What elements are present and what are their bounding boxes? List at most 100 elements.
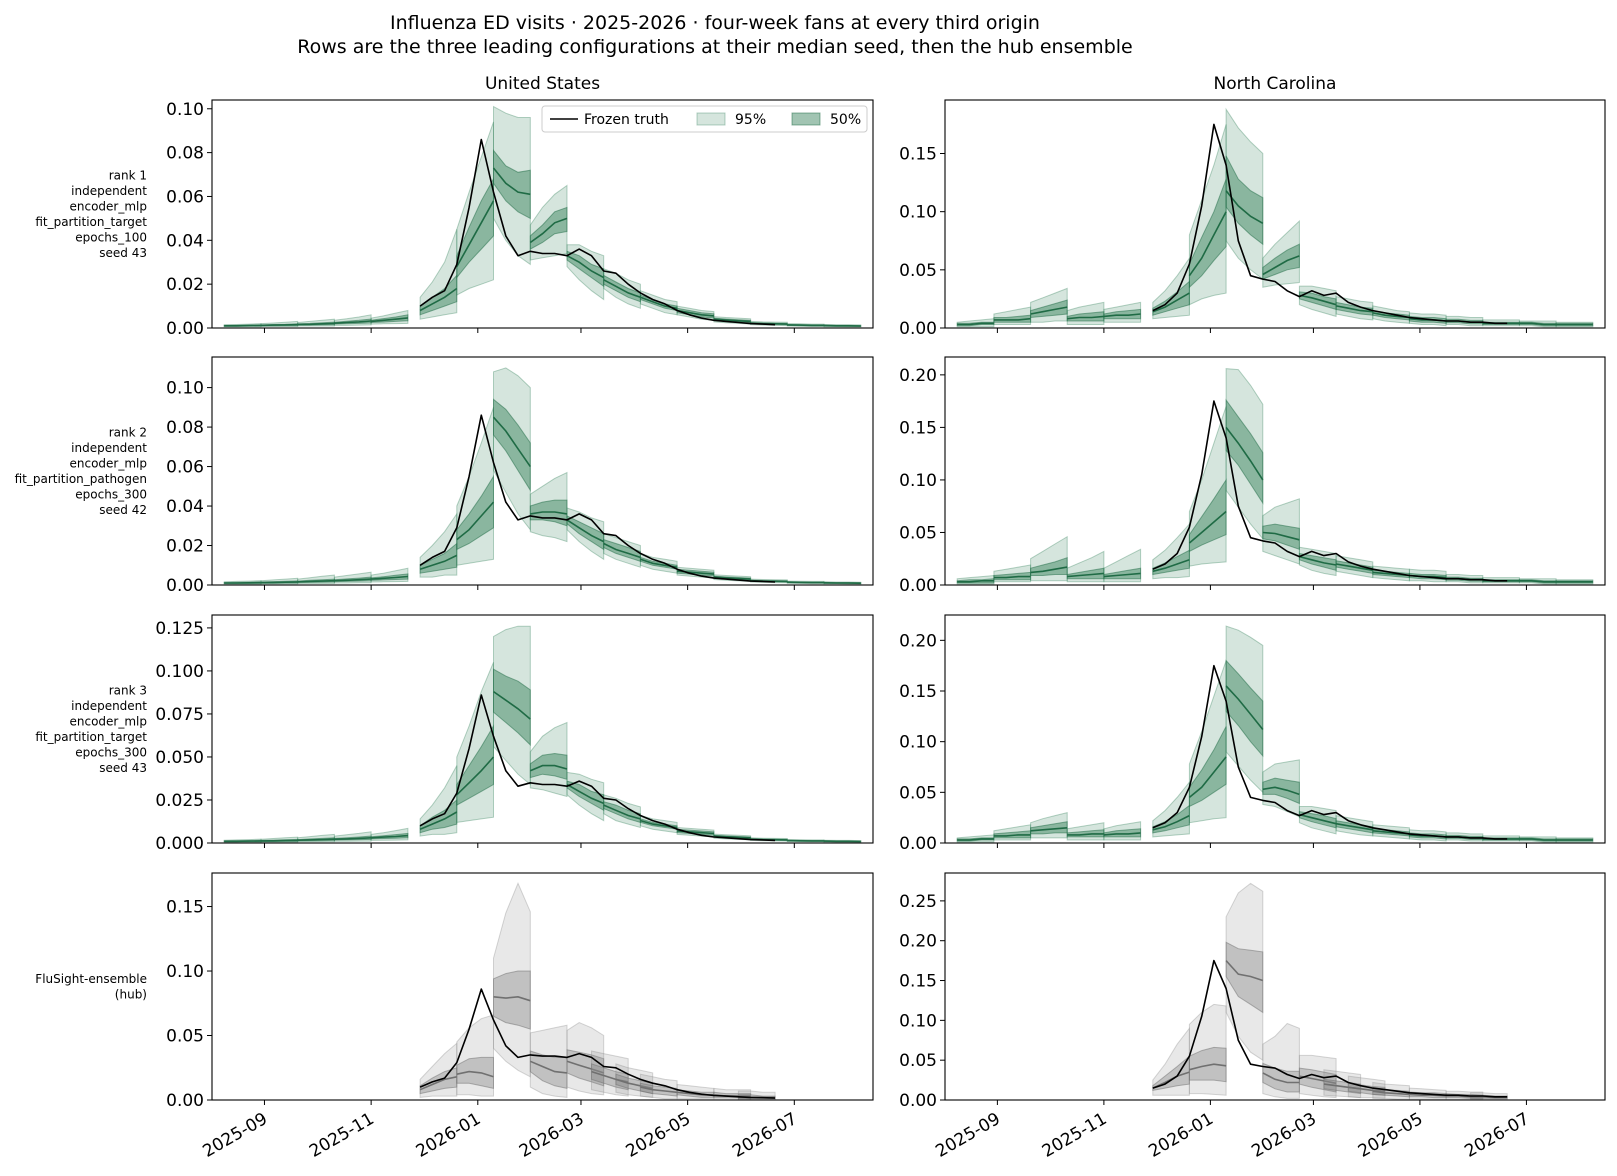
forecast-fan <box>993 824 1032 841</box>
row-label-line: encoder_mlp <box>69 714 147 728</box>
y-tick-label: 0.15 <box>899 972 937 992</box>
y-tick-label: 0.10 <box>166 100 204 120</box>
band-95 <box>456 407 494 566</box>
median-line <box>456 200 495 267</box>
band-50 <box>1262 1062 1300 1093</box>
median-line <box>530 511 568 515</box>
median-line <box>419 287 458 312</box>
forecast-fan <box>676 826 715 838</box>
band-50 <box>493 970 531 1030</box>
median-line <box>1067 572 1104 578</box>
forecast-fan <box>333 831 372 842</box>
y-tick-label: 0.075 <box>155 705 204 725</box>
y-tick-label: 0.025 <box>155 791 204 811</box>
truth-line <box>419 414 776 583</box>
row-label-line: rank 1 <box>109 168 147 182</box>
median-line <box>1067 833 1104 836</box>
truth-line <box>419 988 776 1099</box>
forecast-fan <box>419 512 458 578</box>
median-line <box>603 279 641 299</box>
forecast-fan <box>493 882 531 1078</box>
band-50 <box>1188 478 1227 553</box>
median-line <box>492 167 531 196</box>
legend-truth-label: Frozen truth <box>584 112 669 128</box>
y-tick-label: 0.125 <box>155 619 204 639</box>
axes-frame <box>211 614 874 844</box>
legend-50-label: 50% <box>830 112 861 128</box>
forecast-fan <box>1188 124 1227 306</box>
forecast-fan <box>786 839 825 843</box>
y-tick-label: 0.05 <box>899 783 937 803</box>
band-50 <box>603 274 641 303</box>
forecast-fan <box>591 1050 629 1097</box>
axes-frame <box>944 872 1606 1101</box>
median-line <box>1372 1090 1410 1096</box>
forecast-fan <box>823 323 862 328</box>
median-line <box>603 542 641 559</box>
y-tick-label: 0.20 <box>899 631 937 651</box>
axes-frame <box>211 872 874 1101</box>
median-line <box>787 324 824 327</box>
y-tick-label: 0.05 <box>899 523 937 543</box>
median-line <box>713 835 751 839</box>
median-line <box>371 317 408 323</box>
forecast-fan <box>823 581 862 585</box>
forecast-fan <box>1555 579 1594 585</box>
forecast-fan <box>1518 836 1557 843</box>
y-tick-label: 0.06 <box>166 187 204 207</box>
median-line <box>566 519 605 543</box>
median-line <box>297 838 335 841</box>
forecast-fan <box>1188 660 1227 824</box>
median-line <box>493 690 531 720</box>
median-line <box>1262 531 1300 541</box>
y-tick-label: 0.15 <box>899 682 937 702</box>
forecast-fan <box>529 184 568 261</box>
y-tick-label: 0.04 <box>166 231 204 251</box>
forecast-fan <box>333 571 372 584</box>
forecast-fan <box>1518 320 1557 328</box>
band-95 <box>1188 660 1227 824</box>
row-label-line: independent <box>71 441 147 455</box>
band-50 <box>1188 178 1227 289</box>
forecast-fan <box>1152 1026 1190 1096</box>
forecast-fan <box>1030 811 1068 839</box>
median-line <box>1348 1086 1386 1092</box>
band-50 <box>1152 1055 1190 1092</box>
median-line <box>1299 294 1337 306</box>
axes-frame <box>944 356 1606 586</box>
y-tick-label: 0.00 <box>899 319 937 339</box>
y-tick-label: 0.00 <box>166 1091 204 1111</box>
median-line <box>419 1076 457 1091</box>
band-95 <box>1188 124 1227 306</box>
band-50 <box>529 499 568 527</box>
panel-nc-row-3: 0.00 0.05 0.10 0.15 0.20 <box>899 614 1606 854</box>
forecast-fan <box>456 407 495 566</box>
forecast-fan <box>1335 815 1374 837</box>
row-label-line: epochs_300 <box>75 745 147 759</box>
median-line <box>334 320 372 324</box>
band-50 <box>493 398 531 492</box>
y-tick-label: 0.10 <box>899 203 937 223</box>
y-tick-label: 0.00 <box>899 834 937 854</box>
panel-nc-row-1: 0.00 0.05 0.10 0.15 <box>899 99 1606 339</box>
median-line <box>1188 211 1227 277</box>
median-line <box>419 554 458 570</box>
band-50 <box>1103 308 1142 320</box>
forecast-fan <box>1372 824 1410 840</box>
median-line <box>640 1086 678 1094</box>
median-line <box>371 575 408 580</box>
median-line <box>1335 563 1373 572</box>
median-line <box>615 1078 653 1090</box>
median-line <box>1067 315 1104 320</box>
row-label-line: rank 3 <box>109 683 147 697</box>
forecast-fan <box>786 323 825 327</box>
median-line <box>993 834 1031 837</box>
y-tick-label: 0.06 <box>166 458 204 478</box>
forecast-fan <box>529 1024 568 1098</box>
row-label-line: epochs_300 <box>75 487 147 501</box>
row-label-line: encoder_mlp <box>69 456 147 470</box>
median-line <box>529 1060 568 1074</box>
band-50 <box>1262 523 1300 551</box>
median-line <box>566 254 605 279</box>
